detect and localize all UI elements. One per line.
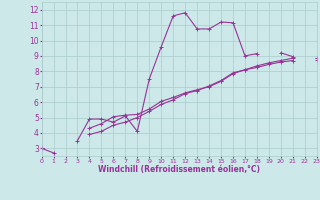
X-axis label: Windchill (Refroidissement éolien,°C): Windchill (Refroidissement éolien,°C) bbox=[98, 165, 260, 174]
